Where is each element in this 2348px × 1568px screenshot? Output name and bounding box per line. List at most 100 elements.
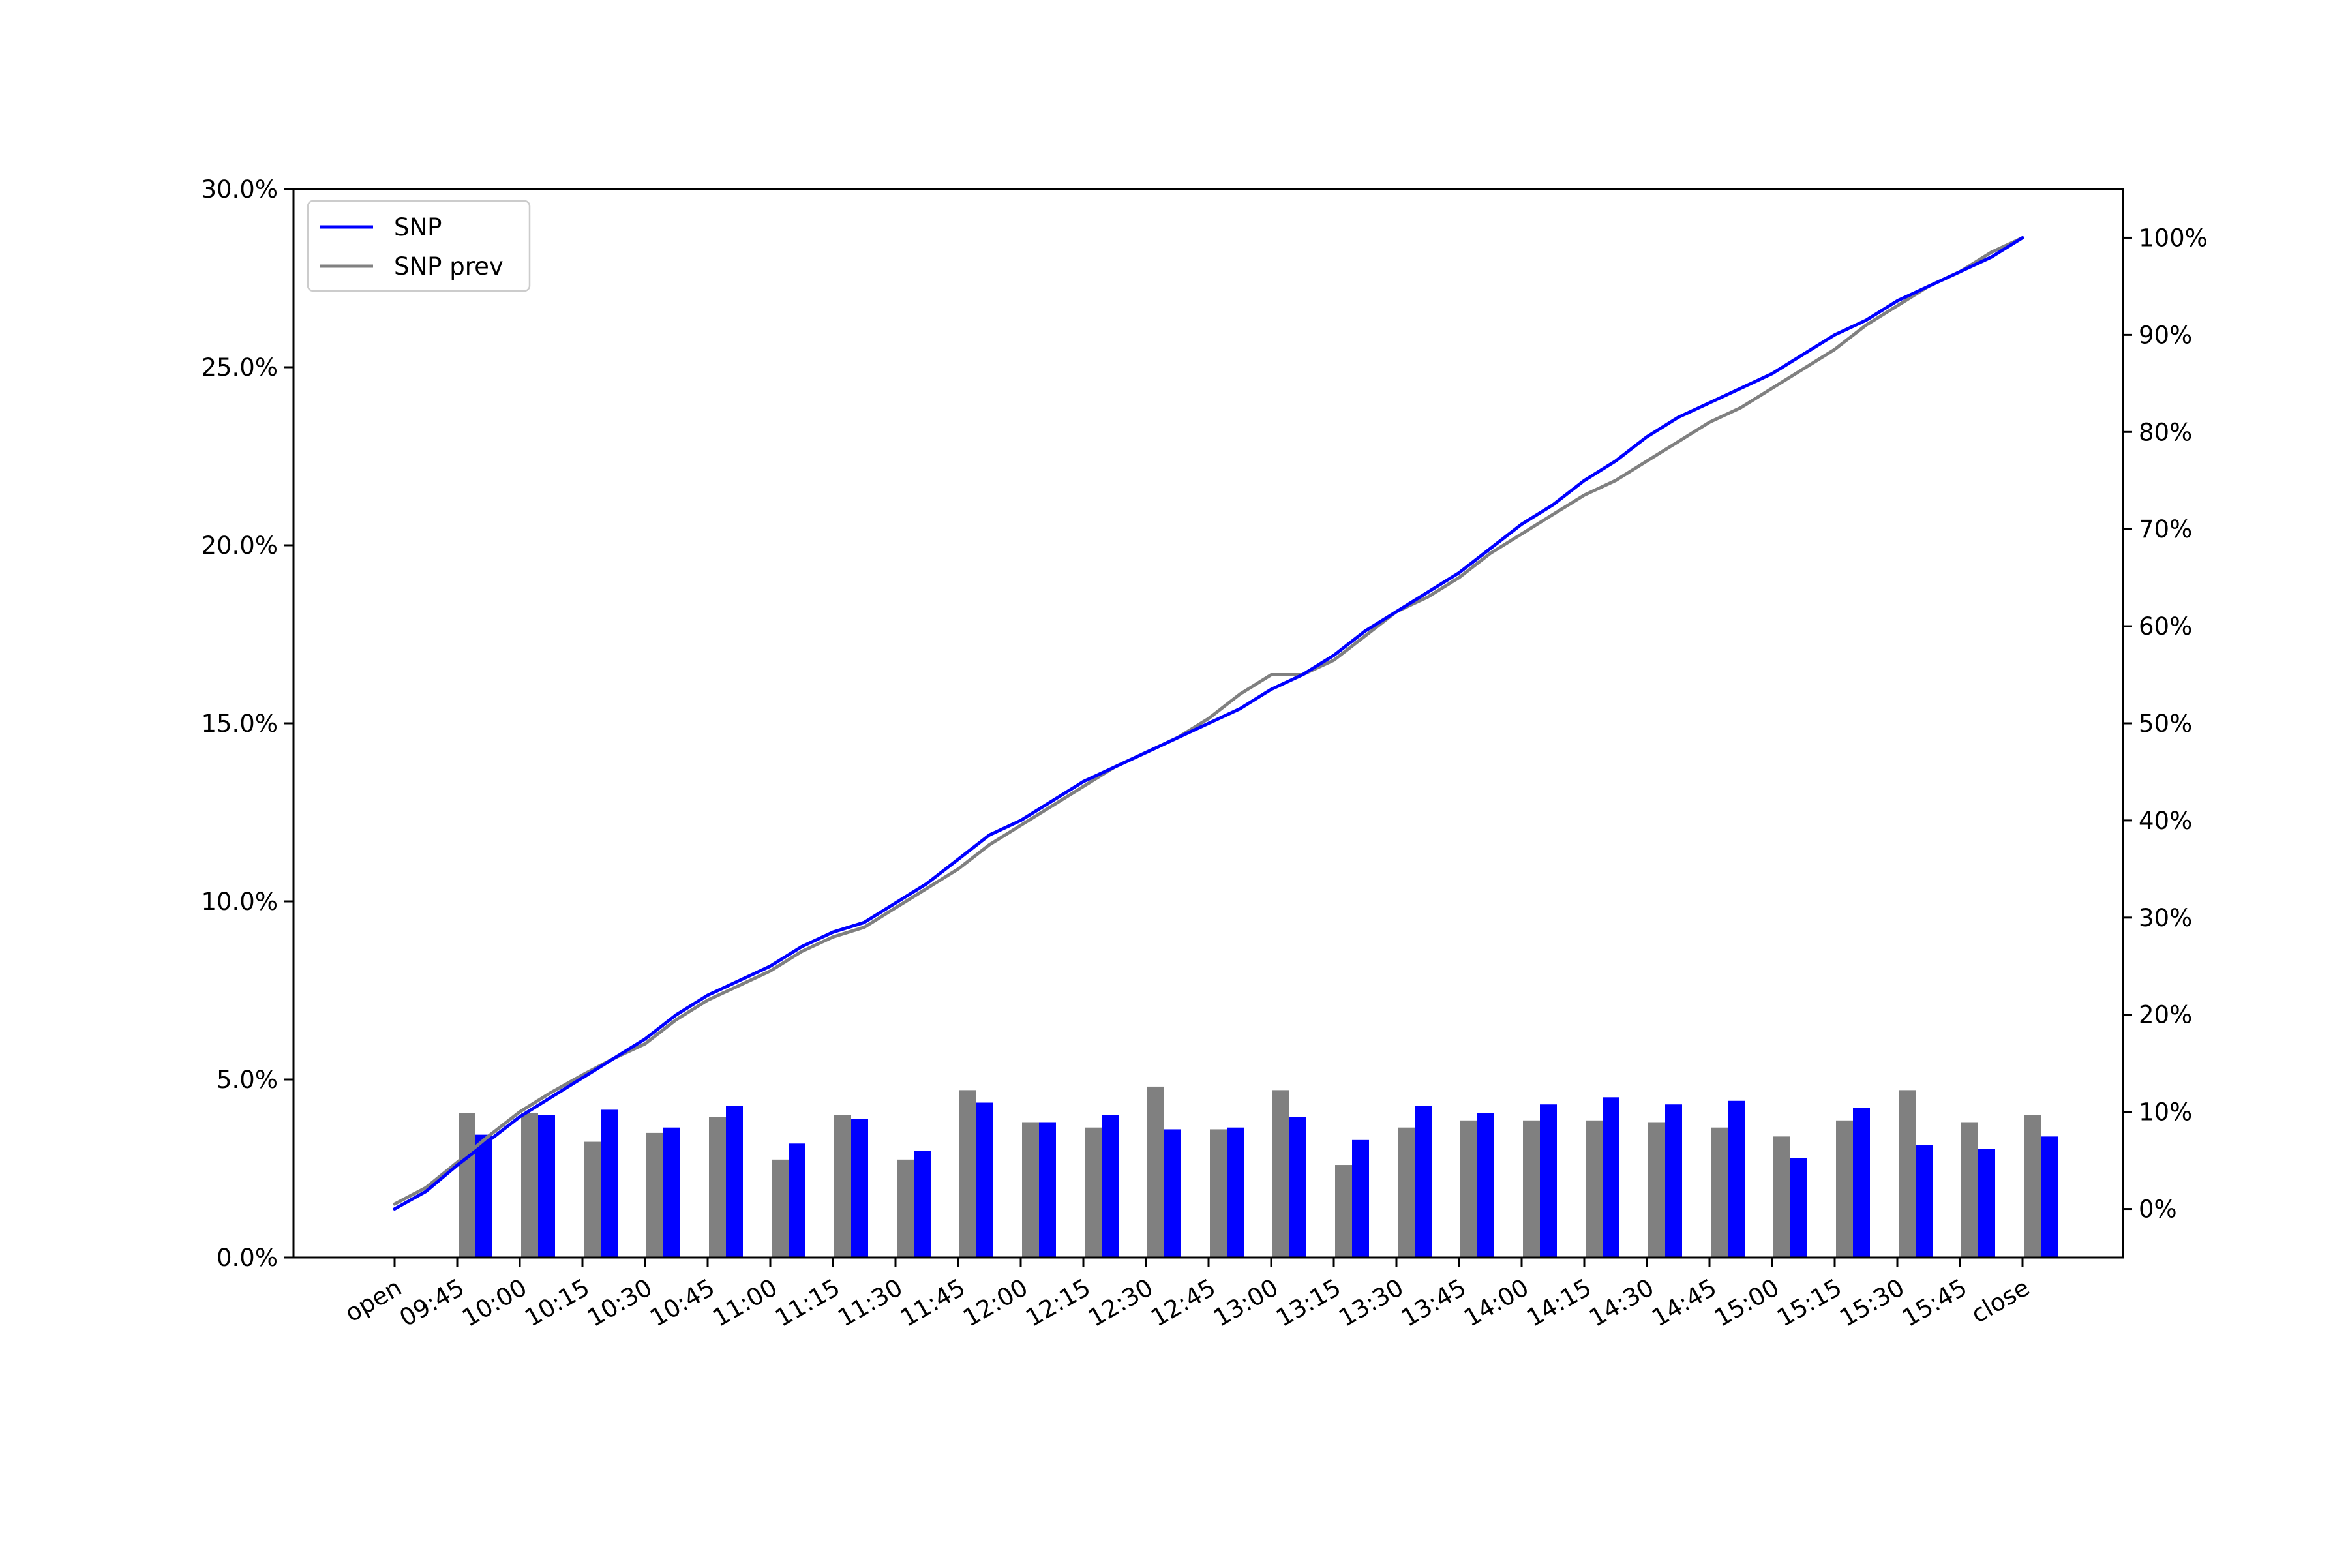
legend: SNP SNP prev — [307, 200, 531, 292]
bar-snp-14-30 — [1665, 1104, 1682, 1258]
bar-snp-09-45 — [475, 1134, 492, 1258]
bar-snp-10-00 — [538, 1115, 555, 1258]
bar-snp-15-00 — [1790, 1158, 1807, 1258]
right-tick-label: 60% — [2139, 612, 2192, 641]
x-tick-label: 10:15 — [520, 1273, 594, 1333]
bar-snp-prev-10-45 — [709, 1117, 726, 1258]
bar-snp-prev-15-45 — [1961, 1122, 1978, 1258]
bar-snp-15-15 — [1853, 1108, 1870, 1258]
left-tick-label: 15.0% — [201, 710, 278, 738]
bar-snp-prev-15-15 — [1836, 1120, 1853, 1258]
bar-snp-11-30 — [914, 1151, 931, 1258]
bar-snp-prev-13-15 — [1335, 1165, 1352, 1258]
bar-snp-14-00 — [1540, 1104, 1557, 1258]
x-tick-label: 12:45 — [1146, 1273, 1220, 1333]
x-tick-label: 14:00 — [1459, 1273, 1533, 1333]
x-tick-label: 14:30 — [1584, 1273, 1659, 1333]
lines-layer — [393, 236, 2024, 1211]
x-tick-label: 09:45 — [395, 1273, 469, 1333]
x-tick-label: close — [1966, 1273, 2034, 1329]
x-tick-label: 15:30 — [1835, 1273, 1909, 1333]
legend-label-snp-prev: SNP prev — [394, 252, 504, 280]
x-tick-label: 15:00 — [1709, 1273, 1784, 1333]
right-tick-label: 80% — [2139, 418, 2192, 446]
right-tick-label: 10% — [2139, 1098, 2192, 1126]
bar-snp-prev-10-30 — [646, 1132, 663, 1258]
right-tick-label: 30% — [2139, 904, 2192, 932]
legend-box — [307, 200, 531, 292]
bars-layer — [459, 1086, 2058, 1258]
x-tick-label: 13:30 — [1334, 1273, 1408, 1333]
bar-snp-14-45 — [1728, 1100, 1745, 1258]
right-tick-label: 40% — [2139, 807, 2192, 835]
bar-snp-10-45 — [726, 1106, 743, 1258]
bar-snp-13-30 — [1415, 1106, 1432, 1258]
bar-snp-prev-14-45 — [1711, 1127, 1728, 1258]
bar-snp-prev-14-30 — [1648, 1122, 1665, 1258]
x-tick-label: 15:45 — [1897, 1273, 1972, 1333]
left-tick-label: 0.0% — [217, 1244, 278, 1272]
bar-snp-12-45 — [1227, 1127, 1244, 1258]
bar-snp-13-00 — [1289, 1117, 1306, 1258]
bar-snp-prev-12-30 — [1147, 1086, 1164, 1258]
bar-snp-prev-close — [2024, 1115, 2041, 1258]
x-tick-label: 11:30 — [833, 1273, 907, 1333]
bar-snp-prev-11-15 — [834, 1115, 851, 1258]
left-tick-label: 20.0% — [201, 532, 278, 560]
bar-snp-15-45 — [1978, 1149, 1995, 1258]
bar-snp-close — [2041, 1136, 2058, 1258]
bar-snp-prev-12-45 — [1210, 1129, 1227, 1258]
bar-snp-prev-09-45 — [459, 1113, 475, 1258]
left-tick-label: 25.0% — [201, 354, 278, 382]
bar-snp-prev-13-30 — [1398, 1127, 1415, 1258]
bar-snp-10-15 — [601, 1109, 618, 1258]
bar-snp-prev-12-15 — [1085, 1127, 1102, 1258]
line-snp — [393, 236, 2024, 1211]
right-tick-label: 0% — [2139, 1196, 2177, 1224]
x-tick-label: 10:00 — [457, 1273, 532, 1333]
right-y-axis: 0% 10% 20% 30% 40% 50% 60% 70% 80% 90% 100% — [2123, 224, 2208, 1224]
x-tick-label: 10:45 — [645, 1273, 719, 1333]
x-tick-label: 11:15 — [770, 1273, 845, 1333]
bar-snp-prev-12-00 — [1022, 1122, 1039, 1258]
right-tick-label: 50% — [2139, 710, 2192, 738]
x-tick-label: 11:00 — [708, 1273, 782, 1333]
left-tick-label: 30.0% — [201, 175, 278, 204]
bar-snp-prev-14-00 — [1523, 1120, 1540, 1258]
bar-snp-13-45 — [1477, 1113, 1494, 1258]
right-tick-label: 100% — [2139, 224, 2208, 252]
bar-snp-prev-13-45 — [1460, 1120, 1477, 1258]
bar-snp-12-15 — [1102, 1115, 1119, 1258]
x-axis: open09:4510:0010:1510:3010:4511:0011:151… — [340, 1258, 2034, 1333]
bar-snp-prev-15-30 — [1899, 1090, 1916, 1258]
bar-snp-prev-13-00 — [1272, 1090, 1289, 1258]
bar-snp-prev-11-30 — [897, 1159, 914, 1258]
left-tick-label: 5.0% — [217, 1066, 278, 1094]
bar-snp-11-45 — [976, 1102, 993, 1258]
x-tick-label: open — [340, 1273, 406, 1327]
bar-snp-prev-10-15 — [584, 1141, 601, 1258]
left-y-axis: 0.0% 5.0% 10.0% 15.0% 20.0% 25.0% 30.0% — [201, 175, 294, 1272]
bar-snp-prev-14-15 — [1586, 1120, 1603, 1258]
x-tick-label: 13:15 — [1271, 1273, 1346, 1333]
bar-snp-10-30 — [663, 1127, 680, 1258]
bar-snp-prev-15-00 — [1773, 1136, 1790, 1258]
left-tick-label: 10.0% — [201, 888, 278, 916]
right-tick-label: 90% — [2139, 321, 2192, 349]
bar-snp-prev-11-00 — [772, 1159, 789, 1258]
x-tick-label: 10:30 — [582, 1273, 657, 1333]
line-snp-prev — [393, 236, 2024, 1206]
bar-snp-11-15 — [851, 1119, 868, 1258]
x-tick-label: 14:45 — [1647, 1273, 1721, 1333]
legend-label-snp: SNP — [394, 213, 442, 241]
bar-snp-prev-10-00 — [521, 1113, 538, 1258]
bar-snp-12-00 — [1039, 1122, 1056, 1258]
x-tick-label: 13:00 — [1209, 1273, 1283, 1333]
x-tick-label: 12:30 — [1083, 1273, 1158, 1333]
bar-snp-14-15 — [1603, 1097, 1619, 1258]
x-tick-label: 13:45 — [1396, 1273, 1471, 1333]
x-tick-label: 11:45 — [896, 1273, 970, 1333]
x-tick-label: 14:15 — [1522, 1273, 1596, 1333]
